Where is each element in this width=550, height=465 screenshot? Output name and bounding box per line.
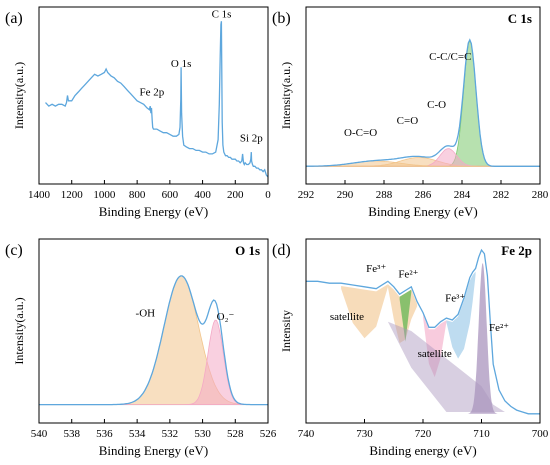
panel-label: (b) <box>272 10 291 27</box>
plot-area <box>45 21 269 178</box>
peak-annotation: C-C/C=C <box>429 51 471 63</box>
panel-d: 740 730 720 710 700 Binding energy (eV) Intens… <box>272 238 549 458</box>
component-fe2-2p3 <box>446 263 505 414</box>
x-tick-label: 400 <box>194 189 211 201</box>
x-tick-label: 528 <box>227 428 244 440</box>
panel-title: Fe 2p <box>501 243 532 258</box>
x-axis-label: Binding Energy (eV) <box>99 204 209 219</box>
y-axis-label: Intensity <box>279 310 293 352</box>
panel-title: C 1s <box>508 11 532 26</box>
panel-label: (a) <box>5 10 23 27</box>
survey-spectrum-line <box>45 21 269 178</box>
peak-annotation: O 1s <box>171 58 191 70</box>
x-tick-label: 530 <box>194 428 211 440</box>
peak-annotation: Fe³⁺ <box>445 293 465 305</box>
x-tick-label: 600 <box>162 189 179 201</box>
x-tick-label: 1400 <box>28 189 51 201</box>
peak-annotation: Si 2p <box>240 133 263 145</box>
x-tick-label: 538 <box>63 428 80 440</box>
x-tick-label: 534 <box>129 428 146 440</box>
peak-annotation: C 1s <box>212 9 232 21</box>
x-tick-label: 0 <box>265 189 271 201</box>
x-tick-label: 536 <box>96 428 113 440</box>
y-axis-label: Intensity(a.u.) <box>279 62 293 129</box>
plot-area <box>305 38 540 167</box>
component-satellite-1 <box>341 284 388 339</box>
peak-annotation: Fe²⁺ <box>398 269 418 281</box>
x-tick-label: 280 <box>532 189 549 201</box>
x-tick-label: 286 <box>415 189 432 201</box>
peak-annotation: Fe²⁺ <box>489 322 509 334</box>
peak-annotation: Fe 2p <box>139 87 164 99</box>
peak-annotation: O₂⁻ <box>217 311 235 323</box>
x-tick-label: 700 <box>532 428 549 440</box>
panel-a: 1400 1200 1000 800 600 400 200 0 Binding Energy … <box>5 6 271 219</box>
x-tick-label: 740 <box>298 428 315 440</box>
peak-annotation: C=O <box>397 115 419 127</box>
component-peak--oh <box>39 275 268 405</box>
component-peak-c-c-c-c <box>306 39 540 167</box>
peak-annotation: C-O <box>427 99 446 111</box>
component-fe2-2p1 <box>399 289 412 342</box>
x-tick-label: 292 <box>298 189 315 201</box>
y-axis-label: Intensity(a.u.) <box>12 297 26 364</box>
x-tick-label: 710 <box>473 428 490 440</box>
panel-label: (c) <box>5 242 23 259</box>
panel-label: (d) <box>272 242 291 259</box>
plot-area <box>306 248 540 415</box>
y-axis-label: Intensity(a.u.) <box>12 62 26 129</box>
plot-frame <box>38 6 269 185</box>
peak-annotation: Fe³⁺ <box>366 263 386 275</box>
envelope-line <box>39 275 268 406</box>
peak-annotation: satellite <box>330 311 364 323</box>
x-axis-label: Binding Energy (eV) <box>99 443 209 458</box>
envelope-line <box>306 38 540 167</box>
x-tick-label: 1000 <box>93 189 116 201</box>
measured-spectrum-line <box>306 248 540 415</box>
x-tick-label: 200 <box>227 189 244 201</box>
plot-area <box>39 275 268 406</box>
x-tick-label: 1200 <box>61 189 84 201</box>
component-background-band <box>387 321 505 412</box>
x-tick-label: 730 <box>356 428 373 440</box>
x-tick-label: 526 <box>260 428 277 440</box>
x-tick-label: 532 <box>162 428 179 440</box>
panel-c: 540 538 536 534 532 530 528 526 Binding Energy (… <box>5 238 277 458</box>
panel-title: O 1s <box>235 243 260 258</box>
panel-b: 292 290 288 286 284 282 280 Binding Energy (eV)… <box>272 6 549 219</box>
x-tick-label: 284 <box>454 189 471 201</box>
peak-annotation: O-C=O <box>344 127 377 139</box>
x-tick-label: 540 <box>31 428 48 440</box>
x-tick-label: 720 <box>415 428 432 440</box>
plot-frame <box>38 238 269 424</box>
peak-annotation: satellite <box>418 348 452 360</box>
x-tick-label: 282 <box>493 189 510 201</box>
x-tick-label: 800 <box>129 189 146 201</box>
component-satellite-2 <box>423 314 447 378</box>
peak-annotation: -OH <box>136 307 156 319</box>
x-tick-label: 288 <box>376 189 393 201</box>
x-tick-label: 290 <box>337 189 354 201</box>
x-axis-label: Binding energy (eV) <box>369 443 476 458</box>
x-axis-label: Binding Energy (eV) <box>368 204 478 219</box>
component-fe3-2p3 <box>446 271 476 359</box>
